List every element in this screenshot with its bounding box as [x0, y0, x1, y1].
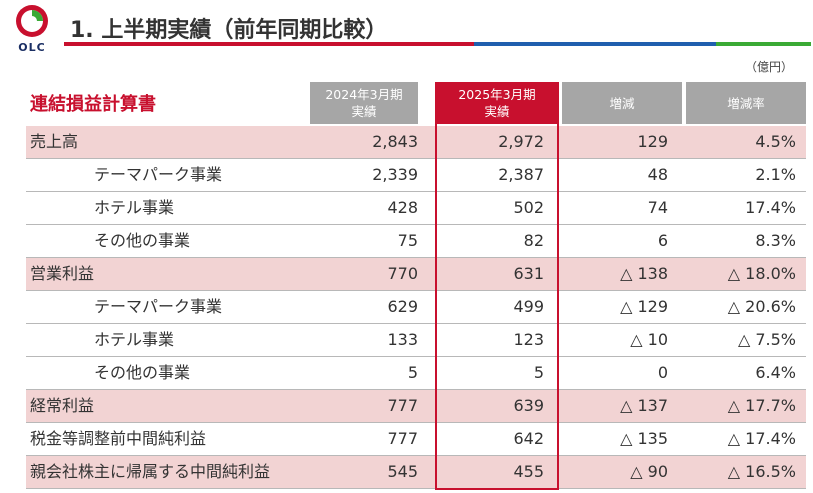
unit-label: （億円）: [744, 60, 793, 74]
row-label: テーマパーク事業: [94, 165, 223, 184]
cur-value: 642: [513, 429, 544, 448]
diff-value: △ 135: [620, 429, 668, 448]
diff-value: △ 137: [620, 396, 668, 415]
prev-value: 2,339: [372, 165, 418, 184]
diff-value: △ 129: [620, 297, 668, 316]
cur-value: 455: [436, 456, 544, 488]
table-row: ホテル事業 133 123 △ 10 △ 7.5%: [26, 324, 806, 357]
cur-value: 2,387: [498, 165, 544, 184]
diff-value: 74: [647, 198, 668, 217]
cur-value: 82: [523, 231, 544, 250]
cur-value: 502: [513, 198, 544, 217]
row-label: 営業利益: [30, 264, 95, 283]
prev-value: 428: [387, 198, 418, 217]
table-row: ホテル事業 428 502 74 17.4%: [26, 192, 806, 225]
diff-value: 129: [637, 132, 668, 151]
row-label: 税金等調整前中間純利益: [30, 429, 207, 448]
diff-value: △ 90: [630, 462, 668, 481]
cur-value: 2,972: [436, 126, 544, 158]
prev-value: 629: [387, 297, 418, 316]
table-row: テーマパーク事業 2,339 2,387 48 2.1%: [26, 159, 806, 192]
header-diff: 増減: [562, 82, 682, 124]
table-row-pretax-profit: 税金等調整前中間純利益 777 642 △ 135 △ 17.4%: [26, 423, 806, 456]
prev-value: 545: [387, 462, 418, 481]
row-label: 親会社株主に帰属する中間純利益: [30, 462, 271, 481]
diff-value: 0: [657, 363, 668, 382]
olc-logo-icon: [16, 5, 48, 37]
rate-value: 17.4%: [745, 198, 796, 217]
rate-value: 8.3%: [755, 231, 796, 250]
diff-value: 6: [657, 231, 668, 250]
rate-value: △ 17.7%: [727, 396, 796, 415]
header-diff-label: 増減: [609, 95, 635, 111]
header-rate: 増減率: [686, 82, 806, 124]
rate-value: △ 16.5%: [727, 462, 796, 481]
header-prev-year-line1: 2024年3月期: [325, 87, 403, 102]
diff-value: 48: [647, 165, 668, 184]
table-row-net-profit: 親会社株主に帰属する中間純利益 545 455 △ 90 △ 16.5%: [26, 456, 806, 489]
diff-value: △ 10: [630, 330, 668, 349]
row-label: テーマパーク事業: [94, 297, 223, 316]
prev-value: 133: [387, 330, 418, 349]
row-label: 経常利益: [30, 396, 95, 415]
header-cur-year: 2025年3月期 実績: [436, 82, 558, 124]
prev-value: 770: [387, 264, 418, 283]
row-label: その他の事業: [94, 363, 191, 382]
table-row-sales: 売上高 2,843 2,972 129 4.5%: [26, 126, 806, 159]
cur-value: 123: [513, 330, 544, 349]
header-rate-label: 増減率: [727, 95, 765, 111]
row-label: ホテル事業: [94, 330, 175, 349]
prev-value: 777: [387, 429, 418, 448]
row-label: 売上高: [30, 132, 79, 151]
header-cur-year-line2: 実績: [484, 104, 510, 119]
cur-value: 499: [513, 297, 544, 316]
prev-value: 75: [397, 231, 418, 250]
rate-value: 2.1%: [755, 165, 796, 184]
table-row: その他の事業 5 5 0 6.4%: [26, 357, 806, 390]
diff-value: △ 138: [620, 264, 668, 283]
header-prev-year-line2: 実績: [351, 104, 377, 119]
rate-value: 4.5%: [755, 132, 796, 151]
cur-value: 639: [436, 390, 544, 422]
olc-logo: OLC: [6, 4, 56, 54]
rate-value: 6.4%: [755, 363, 796, 382]
rate-value: △ 17.4%: [727, 429, 796, 448]
prev-value: 777: [387, 396, 418, 415]
rate-value: △ 20.6%: [727, 297, 796, 316]
table-row: その他の事業 75 82 6 8.3%: [26, 225, 806, 258]
income-statement-table: 売上高 2,843 2,972 129 4.5% テーマパーク事業 2,339 …: [26, 126, 806, 489]
title-underline: [64, 42, 811, 46]
cur-value: 631: [436, 258, 544, 290]
rate-value: △ 18.0%: [727, 264, 796, 283]
header-prev-year: 2024年3月期 実績: [310, 82, 418, 124]
logo-text: OLC: [18, 41, 46, 54]
row-label: その他の事業: [94, 231, 191, 250]
rate-value: △ 7.5%: [737, 330, 796, 349]
table-row-operating-profit: 営業利益 770 631 △ 138 △ 18.0%: [26, 258, 806, 291]
page-title: 1. 上半期実績（前年同期比較）: [70, 18, 388, 43]
section-title: 連結損益計算書: [30, 94, 156, 115]
header-cur-year-line1: 2025年3月期: [458, 87, 536, 102]
table-row-ordinary-profit: 経常利益 777 639 △ 137 △ 17.7%: [26, 390, 806, 423]
prev-value: 2,843: [372, 132, 418, 151]
row-label: ホテル事業: [94, 198, 175, 217]
table-row: テーマパーク事業 629 499 △ 129 △ 20.6%: [26, 291, 806, 324]
cur-value: 5: [533, 363, 544, 382]
prev-value: 5: [407, 363, 418, 382]
